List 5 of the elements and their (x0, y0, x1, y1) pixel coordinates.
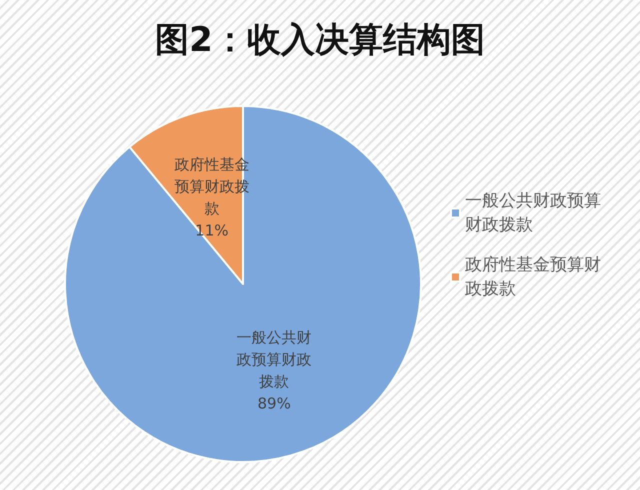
legend-label: 一般公共财政预算财政拨款 (465, 191, 601, 235)
slice-label: 一般公共财政预算财政拨款 (236, 328, 312, 391)
legend-label: 政府性基金预算财政拨款 (465, 255, 601, 299)
chart-title: 图2：收入决算结构图 (155, 20, 485, 60)
data-label: 89% (257, 394, 291, 413)
